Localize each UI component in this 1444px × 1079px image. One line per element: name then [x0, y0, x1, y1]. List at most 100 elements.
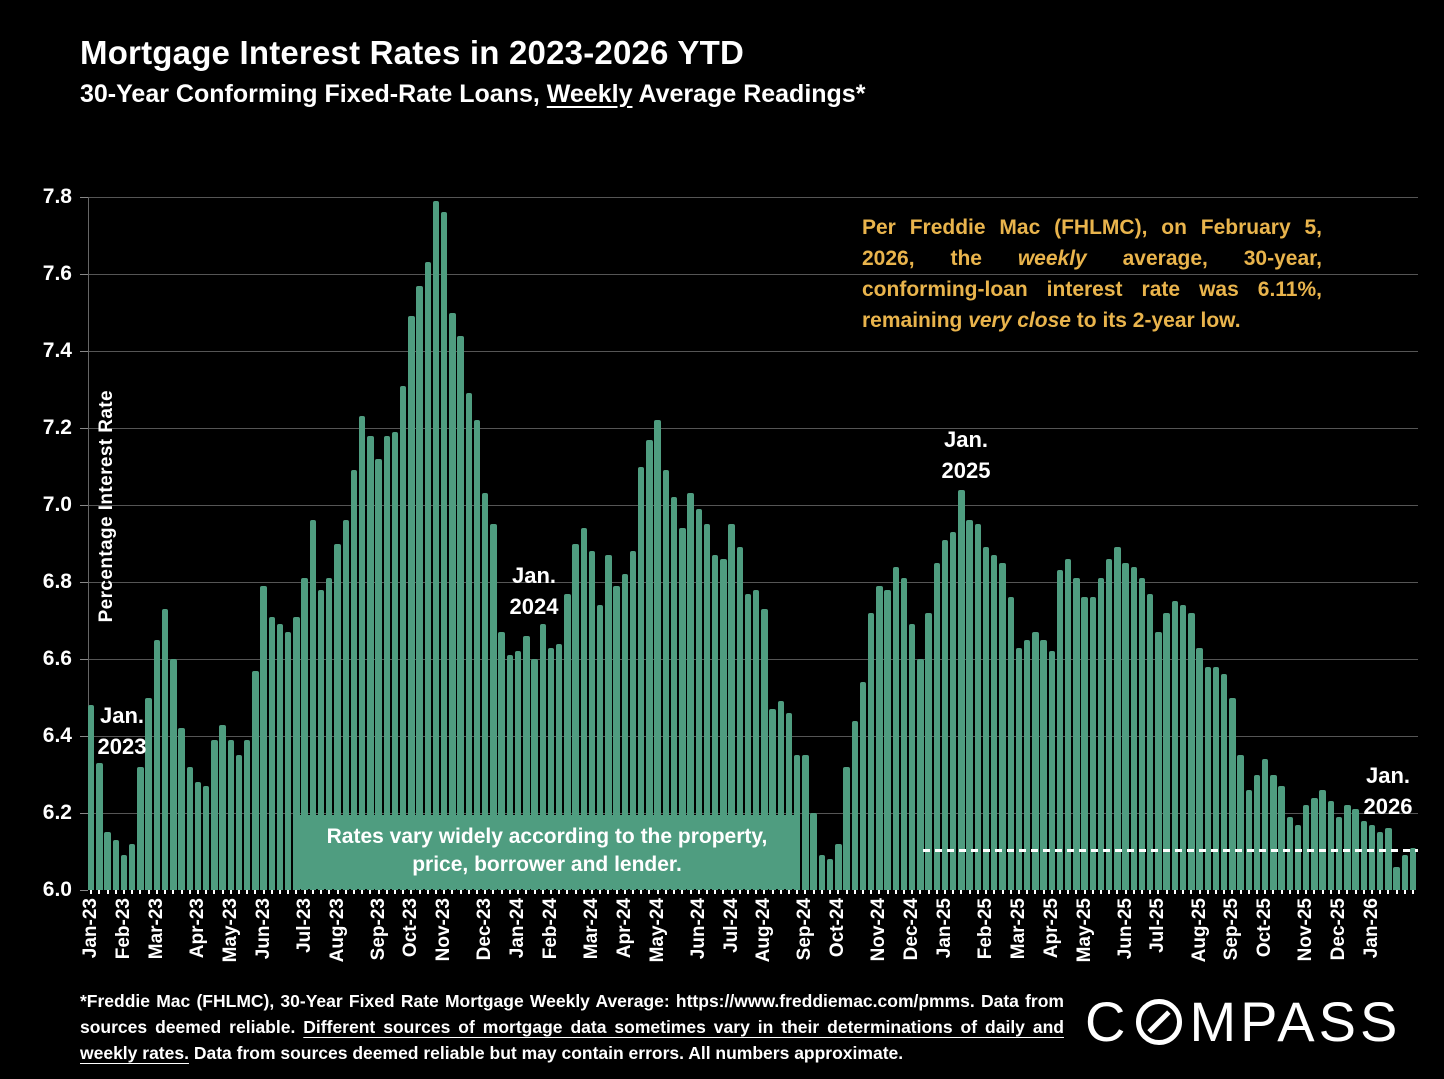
x-tick-label: Feb-23	[113, 898, 135, 960]
x-tick-label: Aug-23	[326, 898, 348, 963]
x-tick-label: Jan-26	[1360, 898, 1382, 959]
y-axis-title: Percentage Interest Rate	[96, 390, 117, 623]
bar	[88, 705, 95, 890]
week-tick	[747, 890, 749, 894]
bar	[317, 589, 325, 890]
bar	[539, 624, 546, 890]
x-tick-label: Jun-25	[1114, 898, 1136, 960]
week-tick	[426, 890, 429, 894]
week-tick	[1313, 890, 1316, 894]
week-tick	[812, 890, 815, 894]
y-axis-tick	[80, 735, 88, 737]
bar	[884, 589, 891, 890]
bar	[490, 524, 497, 890]
bar	[982, 547, 990, 890]
week-tick	[829, 890, 832, 894]
source-footnote: *Freddie Mac (FHLMC), 30-Year Fixed Rate…	[80, 988, 1064, 1066]
week-tick	[106, 890, 109, 894]
week-tick	[164, 890, 167, 894]
week-tick	[311, 890, 314, 894]
bar	[1130, 566, 1138, 890]
week-tick	[123, 890, 126, 894]
week-tick	[1058, 890, 1061, 894]
bar	[416, 285, 423, 890]
week-tick	[1239, 890, 1242, 894]
week-tick	[1395, 890, 1398, 894]
bar	[531, 659, 538, 890]
week-tick	[221, 890, 224, 894]
week-tick	[1387, 890, 1390, 894]
week-tick	[1272, 890, 1275, 894]
week-tick	[459, 890, 462, 894]
week-tick	[1067, 890, 1070, 894]
week-tick	[705, 890, 708, 894]
text-segment: Different sources of mortgage data somet…	[80, 1017, 1064, 1063]
week-tick	[1214, 890, 1217, 894]
y-axis-tick	[80, 273, 88, 275]
week-tick	[410, 890, 413, 894]
x-tick-label: May-24	[646, 898, 668, 963]
week-tick	[352, 890, 355, 894]
y-tick-label: 6.2	[42, 801, 72, 824]
week-tick	[1280, 890, 1283, 894]
week-tick	[1305, 890, 1308, 894]
bar	[662, 470, 670, 890]
bar	[465, 393, 473, 890]
bar	[1171, 601, 1179, 891]
week-tick	[533, 890, 536, 894]
bar	[1122, 562, 1129, 890]
week-tick	[320, 890, 323, 894]
x-tick-label: Aug-25	[1188, 898, 1210, 963]
bar	[1040, 639, 1047, 890]
week-tick	[295, 890, 298, 894]
x-tick-label: Aug-24	[753, 898, 775, 963]
bar	[523, 635, 530, 890]
week-tick	[944, 890, 947, 894]
week-tick	[369, 890, 372, 894]
week-tick	[1050, 890, 1053, 894]
annotation-line: Jan.	[1365, 763, 1411, 788]
week-tick	[623, 890, 626, 894]
week-tick	[385, 890, 388, 894]
week-tick	[1346, 890, 1349, 894]
week-tick	[952, 890, 955, 894]
week-tick	[476, 890, 479, 894]
bar	[1278, 786, 1285, 890]
bar	[695, 508, 702, 890]
bar	[1270, 774, 1277, 890]
x-tick-label: Jul-25	[1147, 898, 1169, 953]
week-tick	[779, 890, 782, 894]
bar	[1188, 612, 1195, 890]
bar	[120, 855, 128, 890]
x-tick-label: Sep-24	[794, 898, 816, 961]
bar	[744, 593, 752, 890]
bar	[358, 416, 366, 890]
week-tick	[1362, 890, 1365, 894]
bar	[670, 497, 678, 890]
bar	[498, 632, 505, 890]
bar	[1023, 639, 1031, 890]
week-tick	[525, 890, 528, 894]
y-tick-label: 6.0	[42, 878, 72, 901]
bar	[1179, 605, 1187, 890]
week-tick	[1288, 890, 1291, 894]
y-tick-label: 7.4	[42, 339, 72, 362]
y-axis-tick	[80, 658, 88, 660]
week-tick	[492, 890, 495, 894]
bar	[1229, 697, 1236, 890]
bar	[613, 585, 620, 890]
bar	[202, 786, 210, 890]
bar	[1360, 820, 1367, 890]
week-tick	[730, 890, 733, 894]
bar	[1196, 647, 1203, 890]
bar	[572, 543, 579, 890]
week-tick	[878, 890, 881, 894]
x-tick-label: Dec-25	[1328, 898, 1350, 961]
annotation-line: Jan.	[511, 563, 557, 588]
bar	[482, 493, 489, 890]
week-tick	[960, 890, 963, 894]
x-tick-label: Jan-23	[80, 898, 102, 959]
week-tick	[755, 890, 758, 894]
annotation-line: Jan.	[99, 703, 145, 728]
bar	[375, 458, 382, 890]
